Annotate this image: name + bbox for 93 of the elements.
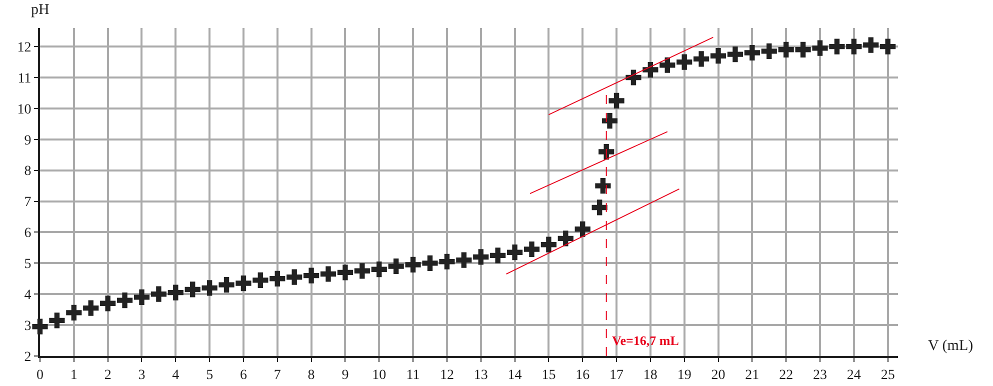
point	[727, 46, 744, 62]
point	[337, 264, 354, 280]
point	[100, 296, 116, 312]
point	[134, 289, 150, 306]
x-tick-label: 11	[406, 368, 420, 383]
point	[812, 40, 828, 56]
x-tick-label: 20	[711, 368, 726, 383]
x-tick-label: 19	[677, 368, 692, 383]
x-tick-label: 1	[70, 368, 78, 383]
point	[83, 300, 99, 316]
point	[602, 113, 618, 129]
y-tick-label: 10	[17, 102, 32, 118]
point	[795, 42, 811, 58]
point	[506, 244, 523, 260]
point	[694, 51, 710, 67]
y-tick-label: 2	[24, 350, 32, 365]
point	[642, 62, 658, 78]
x-tick-label: 2	[104, 368, 112, 383]
point	[626, 70, 642, 86]
point	[595, 178, 611, 194]
point	[778, 42, 794, 58]
x-tick-label: 0	[36, 368, 44, 383]
point	[829, 38, 845, 54]
x-tick-label: 25	[880, 368, 895, 383]
x-tick-label: 15	[542, 368, 556, 383]
point	[304, 268, 320, 284]
point	[184, 282, 200, 298]
point	[676, 54, 692, 70]
point	[252, 272, 268, 288]
point	[524, 241, 540, 258]
point	[660, 57, 676, 73]
point	[473, 249, 489, 265]
x-tick-label: 17	[610, 368, 624, 383]
point	[456, 252, 472, 268]
ref-line-label: Ve=16,7 mL	[612, 333, 680, 348]
y-tick-label: 11	[18, 71, 32, 86]
point	[744, 44, 760, 61]
point	[558, 230, 574, 246]
x-tick-label: 10	[372, 368, 386, 383]
x-tick-label: 9	[342, 368, 349, 383]
x-tick-label: 21	[745, 368, 760, 383]
point	[49, 312, 65, 328]
point	[320, 266, 336, 282]
point	[202, 280, 218, 296]
point	[574, 221, 590, 237]
x-tick-label: 24	[846, 368, 861, 383]
point	[236, 275, 252, 292]
x-tick-label: 4	[172, 368, 180, 383]
y-tick-label: 8	[24, 164, 32, 180]
point	[218, 277, 234, 293]
y-tick-label: 6	[24, 226, 32, 242]
point	[598, 144, 614, 160]
y-tick-label: 4	[24, 288, 32, 304]
point	[592, 200, 608, 216]
point	[270, 270, 286, 286]
y-axis-title: pH	[31, 2, 50, 18]
point	[710, 48, 726, 64]
y-tick-label: 3	[24, 318, 32, 334]
x-tick-label: 8	[308, 368, 315, 383]
point	[880, 38, 896, 54]
point	[863, 37, 879, 53]
point	[540, 236, 556, 252]
x-tick-label: 23	[813, 368, 827, 383]
point	[168, 284, 184, 300]
point	[371, 262, 387, 278]
x-tick-label: 18	[643, 368, 658, 383]
y-tick-label: 5	[24, 257, 32, 272]
point	[761, 43, 777, 60]
point	[66, 304, 82, 320]
x-tick-label: 16	[576, 368, 590, 383]
point	[490, 248, 506, 264]
x-tick-label: 22	[779, 368, 794, 383]
point	[150, 286, 166, 302]
x-tick-label: 7	[274, 368, 281, 383]
y-tick-label: 12	[17, 40, 32, 56]
point	[116, 292, 133, 308]
y-tick-label: 7	[24, 195, 32, 210]
point	[388, 258, 404, 274]
point	[405, 256, 421, 273]
point	[286, 269, 302, 285]
x-tick-label: 14	[508, 368, 522, 383]
x-tick-label: 6	[240, 368, 247, 383]
x-tick-label: 3	[138, 368, 146, 383]
point	[846, 38, 862, 54]
y-tick-label: 9	[24, 133, 32, 148]
x-tick-label: 13	[474, 368, 488, 383]
point	[422, 255, 438, 271]
x-axis-title: V (mL)	[928, 338, 974, 354]
point	[354, 263, 370, 279]
x-tick-label: 5	[206, 368, 214, 383]
point	[439, 254, 455, 270]
x-tick-label: 12	[440, 368, 454, 383]
point	[608, 92, 624, 109]
